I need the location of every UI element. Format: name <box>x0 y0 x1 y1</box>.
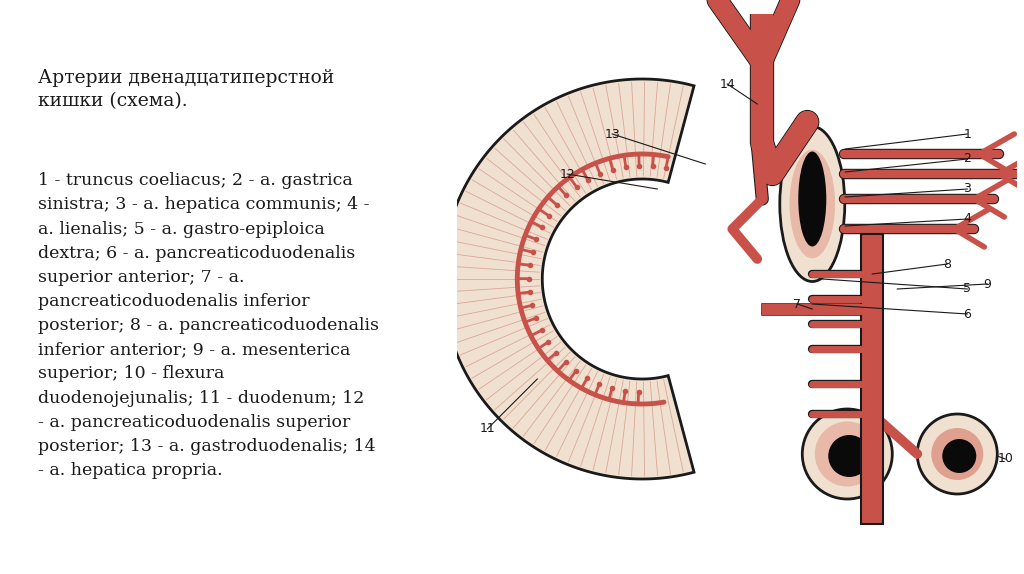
Text: 9: 9 <box>983 277 991 290</box>
Text: 7: 7 <box>794 297 801 311</box>
Text: 4: 4 <box>964 212 971 226</box>
Ellipse shape <box>828 435 870 477</box>
Polygon shape <box>442 79 694 479</box>
Ellipse shape <box>780 126 845 281</box>
Text: Артерии двенадцатиперстной
кишки (схема).: Артерии двенадцатиперстной кишки (схема)… <box>38 69 334 110</box>
Ellipse shape <box>790 150 835 258</box>
Text: 6: 6 <box>964 308 971 320</box>
Text: 10: 10 <box>997 452 1013 466</box>
Text: 8: 8 <box>943 258 951 270</box>
Ellipse shape <box>799 152 826 246</box>
Text: 14: 14 <box>720 77 735 91</box>
Text: 1 - truncus coeliacus; 2 - a. gastrica
sinistra; 3 - a. hepatica communis; 4 -
a: 1 - truncus coeliacus; 2 - a. gastrica s… <box>38 172 379 479</box>
Ellipse shape <box>815 421 880 487</box>
Text: 12: 12 <box>559 168 575 180</box>
Ellipse shape <box>931 428 983 480</box>
Text: 5: 5 <box>964 282 972 296</box>
Ellipse shape <box>802 409 892 499</box>
Ellipse shape <box>918 414 997 494</box>
Text: 2: 2 <box>964 153 971 165</box>
Text: 1: 1 <box>964 127 971 141</box>
Ellipse shape <box>942 439 976 473</box>
Text: 3: 3 <box>964 183 971 196</box>
Text: 11: 11 <box>479 422 496 436</box>
Text: 13: 13 <box>604 127 621 141</box>
Polygon shape <box>861 234 884 524</box>
